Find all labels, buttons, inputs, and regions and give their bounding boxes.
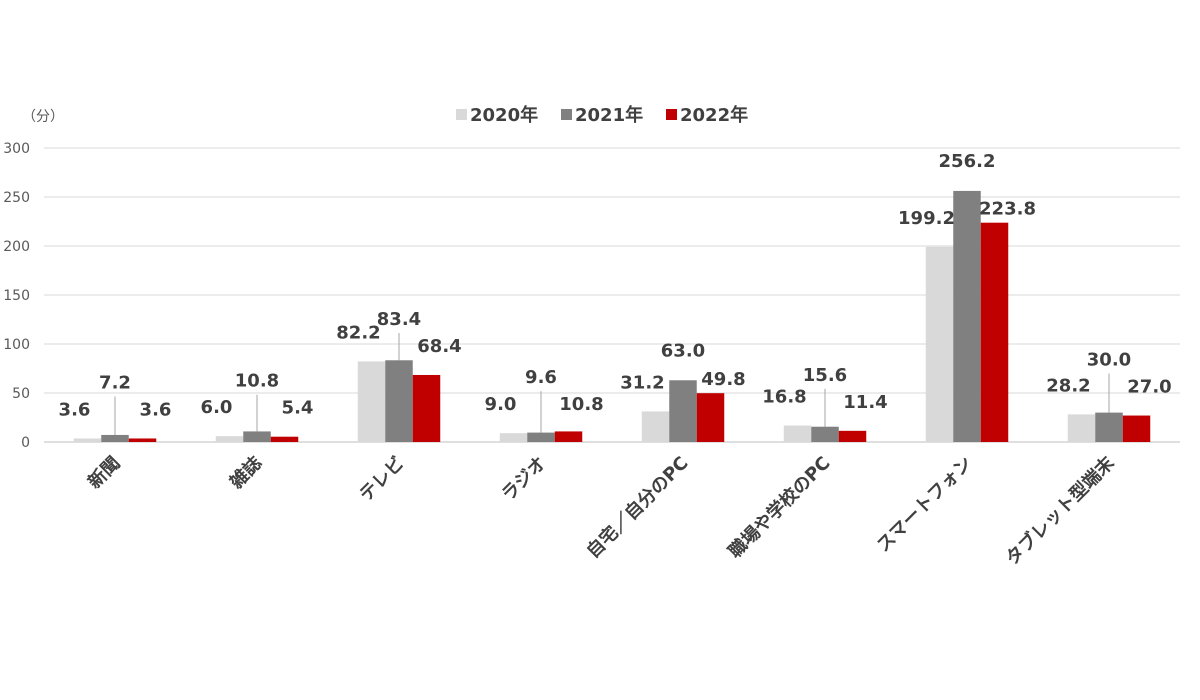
bar [980,222,1009,442]
leader-lines [114,332,1110,435]
bar [412,374,441,442]
bar [73,438,102,442]
bar [953,190,981,442]
legend: 2020年 2021年 2022年 [456,104,748,126]
legend-label: 2021年 [575,104,643,126]
y-axis: 0 50 100 150 200 250 300 [3,141,30,451]
data-label: 10.8 [235,371,279,392]
y-tick-label: 200 [3,239,30,255]
category-label: タブレット型端末 [1001,451,1119,569]
data-label: 63.0 [661,340,705,361]
data-label: 9.0 [485,394,517,415]
bar [925,246,954,442]
category-labels: 新聞 雑誌 テレビ ラジオ 自宅／自分のPC 職場や学校のPC スマートフォン タブレット型端… [84,451,1120,569]
y-tick-label: 0 [21,435,30,451]
data-label: 7.2 [99,372,131,393]
category-label: 自宅／自分のPC [582,452,693,563]
bar [128,438,157,442]
bar [527,432,555,442]
y-tick-label: 100 [3,337,30,353]
data-label: 27.0 [1127,377,1171,398]
bar [270,436,299,442]
data-label: 49.8 [701,369,745,390]
data-label: 83.4 [377,309,421,330]
legend-item: 2022年 [666,104,748,126]
y-tick-label: 150 [3,288,30,304]
bar [243,431,271,442]
data-label: 3.6 [140,399,172,420]
data-label: 28.2 [1046,375,1090,396]
bars [73,190,1151,442]
data-label: 11.4 [843,392,887,413]
bar [499,433,528,442]
legend-swatch [666,109,677,120]
y-tick-label: 300 [3,141,30,157]
y-tick-label: 250 [3,190,30,206]
data-label: 82.2 [336,322,380,343]
bar [811,426,839,442]
bar [641,411,670,442]
data-label: 16.8 [762,387,806,408]
data-label: 223.8 [979,199,1036,220]
bar [783,425,812,442]
bar [1095,412,1123,442]
bar [669,380,697,442]
data-label: 5.4 [282,398,314,419]
y-tick-label: 50 [12,386,30,402]
legend-label: 2020年 [470,104,538,126]
category-label: テレビ [356,453,409,506]
y-axis-unit-label: （分） [22,109,64,125]
data-label: 3.6 [59,399,91,420]
legend-item: 2021年 [561,104,643,126]
bar [554,431,583,442]
data-label: 256.2 [939,151,996,172]
data-label: 6.0 [201,397,233,418]
data-label: 30.0 [1087,350,1131,371]
category-label: 雑誌 [225,452,267,494]
category-label: 新聞 [84,452,125,493]
bar [1067,414,1096,442]
category-label: ラジオ [498,453,551,506]
bar [215,436,244,442]
legend-label: 2022年 [680,104,748,126]
bar [838,430,867,442]
bar [1122,415,1151,442]
bar [696,393,725,442]
category-label: スマートフォン [873,453,977,557]
legend-item: 2020年 [456,104,538,126]
legend-swatch [456,109,467,120]
legend-swatch [561,109,572,120]
bar [357,361,386,442]
data-label: 68.4 [417,336,461,357]
data-label: 15.6 [803,365,847,386]
data-label: 10.8 [559,394,603,415]
data-label: 31.2 [620,372,664,393]
bar [385,360,413,442]
data-label: 9.6 [525,367,557,388]
data-label: 199.2 [898,208,955,229]
bar [101,434,129,442]
data-labels: 3.67.23.6 6.010.85.482.283.468.49.09.610.… [59,151,1172,421]
gridlines [44,147,1180,443]
category-label: 職場や学校のPC [724,452,835,563]
